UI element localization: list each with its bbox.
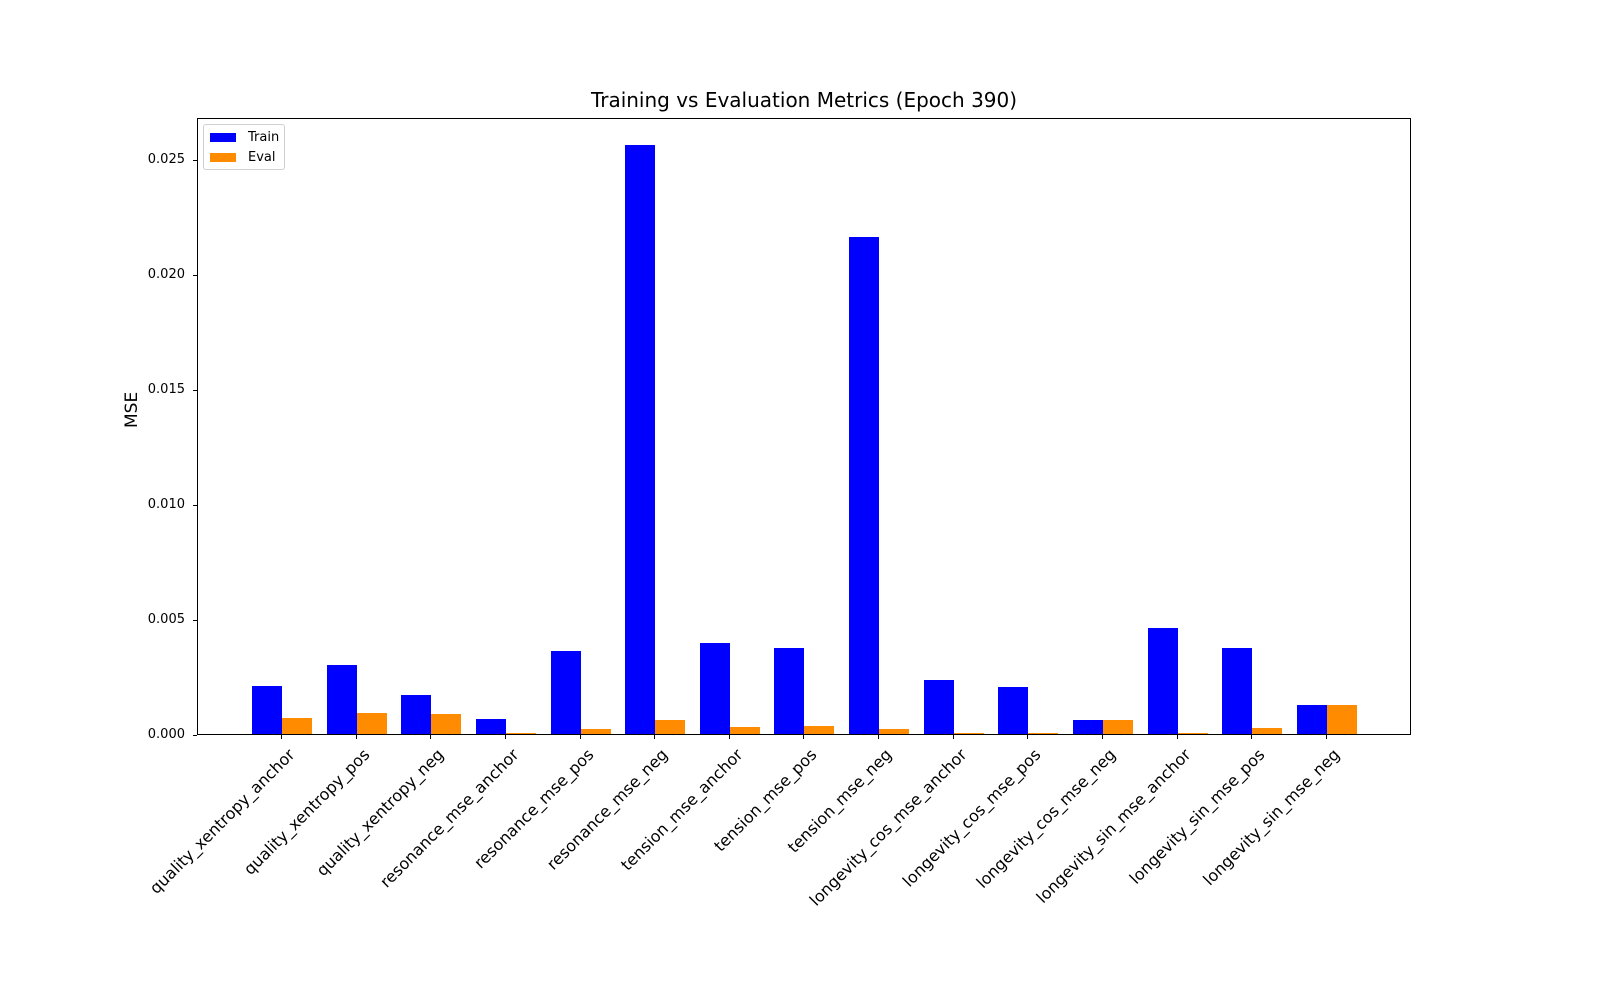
x-tick-label: resonance_mse_neg	[543, 745, 672, 874]
x-tick-mark	[1325, 735, 1327, 739]
bar-train	[475, 719, 506, 734]
x-tick-label: longevity_sin_mse_pos	[1125, 745, 1269, 888]
legend-label-eval: Eval	[248, 149, 276, 165]
y-tick-mark	[193, 505, 197, 506]
x-tick-label: tension_mse_anchor	[616, 745, 747, 875]
bar-train	[923, 680, 954, 734]
bar-eval	[1028, 732, 1059, 734]
x-tick-label: quality_xentropy_anchor	[145, 745, 299, 898]
bar-eval	[1252, 727, 1283, 734]
y-tick-mark	[193, 160, 197, 161]
x-tick-mark	[281, 735, 282, 739]
bar-train	[252, 685, 282, 734]
bar-eval	[505, 733, 536, 734]
y-axis-label: MSE	[122, 391, 142, 428]
y-tick-label: 0.005	[147, 612, 185, 627]
y-tick-label: 0.025	[147, 152, 185, 167]
train-swatch-icon	[210, 132, 236, 142]
bar-eval	[953, 732, 984, 734]
x-tick-mark	[1251, 735, 1253, 739]
y-tick-mark	[193, 390, 197, 391]
legend-item-train: Train	[210, 128, 279, 146]
bar-eval	[655, 720, 686, 734]
x-tick-mark	[1176, 735, 1178, 739]
bar-train	[699, 642, 730, 734]
x-tick-label: resonance_mse_anchor	[376, 745, 523, 892]
bar-train	[625, 145, 656, 734]
chart-title: Training vs Evaluation Metrics (Epoch 39…	[590, 88, 1018, 112]
x-tick-mark	[579, 735, 581, 739]
y-tick-mark	[193, 735, 197, 736]
x-tick-mark	[355, 735, 357, 739]
bar-train	[1222, 647, 1253, 734]
eval-swatch-icon	[210, 152, 236, 162]
legend-label-train: Train	[248, 129, 280, 145]
bar-eval	[356, 713, 387, 734]
x-tick-mark	[878, 735, 880, 739]
bar-train	[1073, 719, 1104, 734]
x-tick-label: longevity_sin_mse_anchor	[1032, 745, 1195, 907]
bar-eval	[1103, 719, 1134, 734]
x-tick-label: longevity_cos_mse_pos	[899, 745, 1045, 891]
x-tick-mark	[654, 735, 656, 739]
x-tick-mark	[728, 735, 730, 739]
bar-eval	[1177, 732, 1208, 734]
x-tick-mark	[504, 735, 506, 739]
x-tick-label: quality_xentropy_pos	[239, 745, 374, 879]
y-tick-mark	[193, 275, 197, 276]
x-tick-mark	[430, 735, 432, 739]
bar-train	[550, 650, 581, 734]
y-tick-label: 0.010	[147, 497, 185, 512]
bar-train	[1296, 705, 1327, 734]
legend: Train Eval	[203, 124, 285, 170]
x-tick-label: longevity_sin_mse_neg	[1199, 745, 1344, 890]
bar-train	[849, 237, 880, 734]
bar-eval	[729, 726, 760, 734]
bar-eval	[431, 714, 462, 734]
x-tick-label: longevity_cos_mse_neg	[972, 745, 1120, 892]
bar-eval	[282, 718, 312, 734]
bar-train	[326, 665, 357, 734]
bar-train	[1147, 628, 1178, 734]
y-tick-label: 0.000	[147, 727, 185, 742]
plot-area	[197, 118, 1411, 735]
x-tick-mark	[1102, 735, 1104, 739]
bar-eval	[804, 725, 835, 734]
x-tick-label: quality_xentropy_neg	[312, 745, 448, 880]
y-tick-label: 0.020	[147, 267, 185, 282]
x-tick-mark	[1027, 735, 1029, 739]
bar-eval	[580, 729, 611, 734]
bar-train	[998, 687, 1029, 734]
bar-train	[774, 647, 805, 734]
y-tick-label: 0.015	[147, 382, 185, 397]
bar-eval	[879, 728, 910, 734]
legend-item-eval: Eval	[210, 148, 276, 166]
y-tick-mark	[193, 620, 197, 621]
bar-train	[401, 694, 432, 734]
bar-eval	[1326, 705, 1357, 734]
x-tick-label: longevity_cos_mse_anchor	[805, 745, 971, 910]
x-tick-mark	[803, 735, 805, 739]
x-tick-mark	[952, 735, 954, 739]
